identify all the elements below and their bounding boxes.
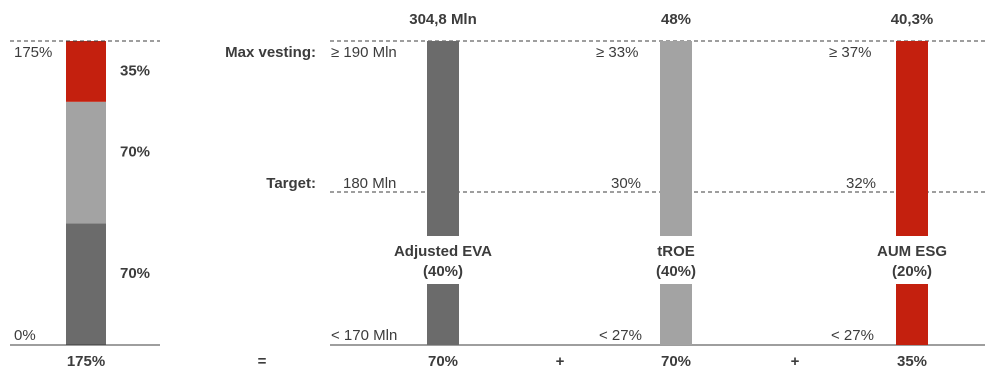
metric-payout: 70% [428, 353, 458, 370]
metric-bar [896, 41, 928, 345]
metric-name: AUM ESG [877, 243, 947, 260]
axis-top-label: 175% [14, 44, 52, 61]
metric-max-vesting-value: ≥ 37% [829, 44, 871, 61]
summary-total-label: 175% [67, 353, 105, 370]
equals-operator: = [258, 353, 267, 370]
summary-stacked-bar: 175% 0% 35% 70% 70% 175% [10, 40, 160, 370]
metric-min-value: < 27% [831, 327, 874, 344]
metric-troe: 48% ≥ 33% 30% tROE (40%) < 27% 70% [596, 11, 716, 370]
metric-label-backdrop [400, 236, 486, 284]
metric-bar [660, 41, 692, 345]
metric-max-vesting-value: ≥ 33% [596, 44, 638, 61]
metric-target-value: 32% [846, 175, 876, 192]
max-vesting-label: Max vesting: [225, 44, 316, 61]
metric-target-value: 30% [611, 175, 641, 192]
target-label: Target: [266, 175, 316, 192]
plus-operator: + [791, 353, 800, 370]
segment-bar-troe [66, 101, 106, 224]
segment-label-troe: 70% [120, 144, 150, 161]
metric-label-backdrop [636, 236, 716, 284]
metric-max-vesting-value: ≥ 190 Mln [331, 44, 397, 61]
metric-aum-esg: 40,3% ≥ 37% 32% AUM ESG (20%) < 27% 35% [829, 11, 958, 370]
metric-min-value: < 27% [599, 327, 642, 344]
segment-bar-eva [66, 223, 106, 345]
metric-weight: (20%) [892, 263, 932, 280]
axis-bottom-label: 0% [14, 327, 36, 344]
metric-name: tROE [657, 243, 695, 260]
metric-adjusted-eva: 304,8 Mln ≥ 190 Mln 180 Mln Adjusted EVA… [331, 11, 492, 370]
metric-name: Adjusted EVA [394, 243, 492, 260]
metric-weight: (40%) [423, 263, 463, 280]
metric-payout: 70% [661, 353, 691, 370]
plus-operator: + [556, 353, 565, 370]
metric-bar [427, 41, 459, 345]
segment-label-eva: 70% [120, 265, 150, 282]
metric-target-value: 180 Mln [343, 175, 396, 192]
metric-label-backdrop [866, 236, 958, 284]
metric-actual-value: 48% [661, 11, 691, 28]
metric-actual-value: 304,8 Mln [409, 11, 477, 28]
metric-min-value: < 170 Mln [331, 327, 397, 344]
metric-weight: (40%) [656, 263, 696, 280]
segment-label-aum-esg: 35% [120, 62, 150, 79]
segment-bar-aum-esg [66, 41, 106, 102]
metric-payout: 35% [897, 353, 927, 370]
metric-actual-value: 40,3% [891, 11, 934, 28]
